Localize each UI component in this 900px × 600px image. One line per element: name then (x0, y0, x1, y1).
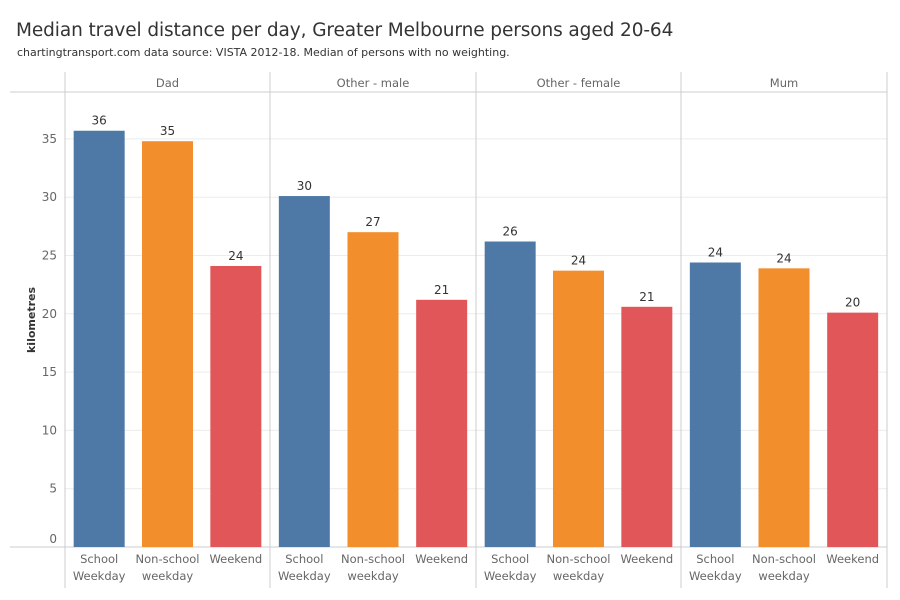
x-tick-label: weekday (142, 569, 194, 583)
y-tick-label: 0 (49, 532, 57, 546)
labels: 0 5 10 15 20 25 30 35 Dad 36 School Weekday 35 Non-sc… (42, 76, 879, 583)
x-tick-label: Weekend (415, 552, 468, 566)
x-tick-label: School (285, 552, 323, 566)
y-tick-label: 15 (42, 365, 57, 379)
bar (142, 141, 193, 547)
bar (484, 241, 536, 547)
y-tick-label: 20 (42, 307, 57, 321)
data-label: 26 (503, 225, 518, 239)
x-tick-label: Weekend (620, 552, 673, 566)
bar (73, 130, 125, 547)
data-label: 24 (776, 251, 791, 265)
panel-header: Other - female (537, 76, 621, 90)
bar (827, 312, 879, 547)
bar (347, 232, 399, 547)
x-tick-label: Weekday (689, 569, 742, 583)
x-tick-label: School (80, 552, 118, 566)
data-label: 20 (845, 296, 860, 310)
x-tick-label: School (696, 552, 734, 566)
data-label: 30 (297, 179, 312, 193)
x-tick-label: Weekday (278, 569, 331, 583)
bar (621, 306, 673, 547)
chart-title: Median travel distance per day, Greater … (16, 20, 674, 41)
bars (73, 130, 879, 547)
data-label: 24 (228, 249, 243, 263)
bar (758, 268, 810, 547)
x-tick-label: Non-school (547, 552, 611, 566)
x-tick-label: Weekday (73, 569, 126, 583)
x-tick-label: Non-school (341, 552, 405, 566)
data-label: 36 (92, 114, 107, 128)
x-tick-label: School (491, 552, 529, 566)
data-label: 35 (160, 124, 175, 138)
panel-header: Dad (156, 76, 179, 90)
panel-header: Other - male (337, 76, 410, 90)
data-label: 24 (571, 254, 586, 268)
x-tick-label: Non-school (752, 552, 816, 566)
x-tick-label: Weekend (209, 552, 262, 566)
x-tick-label: weekday (347, 569, 399, 583)
bar (278, 196, 330, 547)
chart-subtitle: chartingtransport.com data source: VISTA… (17, 46, 510, 59)
y-tick-label: 10 (42, 423, 57, 437)
y-tick-label: 30 (42, 190, 57, 204)
y-tick-label: 25 (42, 249, 57, 263)
bar (210, 265, 262, 547)
x-tick-label: Non-school (136, 552, 200, 566)
x-tick-label: weekday (758, 569, 810, 583)
y-axis-label: kilometres (25, 287, 38, 353)
bar (553, 270, 604, 547)
panel-header: Mum (770, 76, 798, 90)
data-label: 27 (365, 215, 380, 229)
y-tick-label: 35 (42, 132, 57, 146)
x-tick-label: weekday (553, 569, 605, 583)
bar (416, 299, 468, 547)
bar (689, 262, 741, 547)
data-label: 21 (639, 290, 654, 304)
x-tick-label: Weekend (826, 552, 879, 566)
y-tick-label: 5 (49, 482, 57, 496)
x-tick-label: Weekday (484, 569, 537, 583)
data-label: 24 (708, 245, 723, 259)
data-label: 21 (434, 283, 449, 297)
